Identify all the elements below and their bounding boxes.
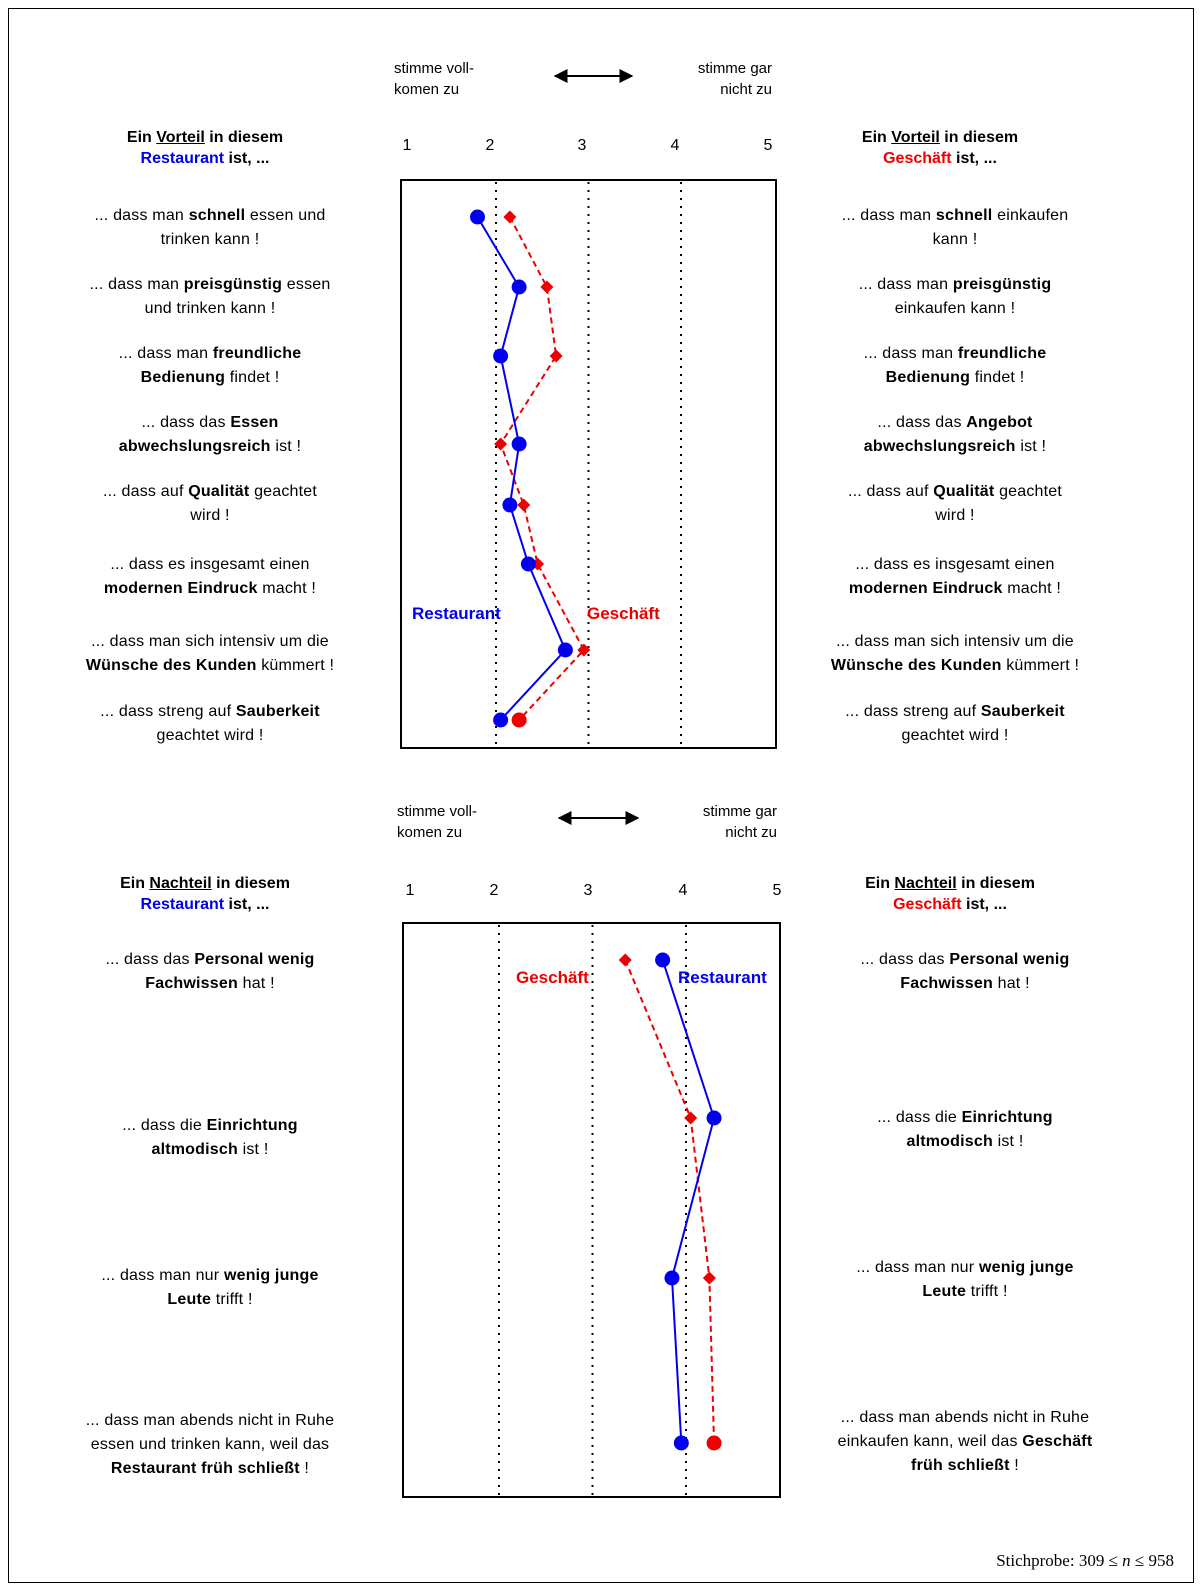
tick-label: 1	[402, 137, 412, 154]
point-geschaeft	[684, 1111, 698, 1125]
point-restaurant	[673, 1435, 689, 1451]
point-geschaeft	[577, 643, 591, 657]
point-geschaeft	[517, 498, 531, 512]
chart-panel-nachteil	[402, 922, 781, 1498]
item-label: ... dass man nur wenig junge Leute trifft…	[856, 1259, 1074, 1300]
tick-label: 4	[670, 137, 680, 154]
tick-label: 3	[583, 882, 593, 899]
series-line-restaurant	[661, 959, 716, 1444]
item-label: ... dass die Einrichtung altmodisch ist !	[877, 1109, 1053, 1150]
sample-note: Stichprobe: 309 ≤ n ≤ 958	[996, 1551, 1174, 1570]
item-label: ... dass man freundliche Bedienung findet…	[118, 345, 302, 386]
point-restaurant	[470, 209, 485, 225]
point-geschaeft	[511, 712, 527, 728]
header-bottom-left: Ein Nachteil in diesem Restaurant ist, ..…	[120, 875, 290, 913]
item-label: ... dass man preisgünstig einkaufen kann …	[858, 276, 1052, 317]
item-label: ... dass das Essen abwechslungsreich ist …	[118, 414, 302, 455]
series-label-restaurant-top: Restaurant	[412, 604, 501, 623]
point-restaurant	[520, 556, 536, 572]
scale-left-label-top: stimme voll-komen zu	[394, 60, 475, 98]
item-label: ... dass man sich intensiv um die Wünsche…	[85, 633, 335, 674]
header-keyword: Vorteil	[891, 129, 940, 146]
item-label: ... dass man sich intensiv um die Wünsche…	[830, 633, 1080, 674]
item-label: ... dass auf Qualität geachtet wird !	[847, 483, 1063, 524]
header-object: Restaurant	[140, 896, 225, 913]
header-bottom-right: Ein Nachteil in diesem Geschäft ist, ...	[865, 875, 1035, 913]
item-label: ... dass streng auf Sauberkeit geachtet w…	[100, 703, 320, 744]
item-label: ... dass man schnell essen und trinken ka…	[94, 207, 326, 248]
panel-border	[402, 922, 781, 1498]
header-object: Geschäft	[883, 150, 952, 167]
series-line-restaurant	[476, 216, 567, 721]
point-geschaeft	[706, 1435, 722, 1451]
item-label: ... dass das Personal wenig Fachwissen ha…	[105, 951, 315, 992]
series-label-geschaeft-bottom: Geschäft	[516, 968, 589, 987]
scale-right-label-top: stimme gar nicht zu	[697, 60, 772, 98]
point-geschaeft	[549, 349, 563, 363]
header-keyword: Vorteil	[156, 129, 205, 146]
point-restaurant	[655, 952, 671, 968]
point-restaurant	[493, 712, 509, 728]
point-geschaeft	[540, 280, 554, 294]
panel-border	[400, 179, 777, 749]
series-label-geschaeft-top: Geschäft	[587, 604, 660, 623]
tick-label: 3	[577, 137, 587, 154]
item-label: ... dass man schnell einkaufen kann !	[841, 207, 1069, 248]
item-label: ... dass man preisgünstig essen und trink…	[89, 276, 331, 317]
point-geschaeft	[503, 210, 517, 224]
header-keyword: Nachteil	[149, 875, 212, 892]
point-geschaeft	[494, 437, 508, 451]
tick-label: 5	[772, 882, 782, 899]
tick-label: 1	[405, 882, 415, 899]
item-label: ... dass man abends nicht in Ruhe essen u…	[85, 1412, 335, 1477]
point-restaurant	[493, 348, 509, 364]
point-restaurant	[502, 497, 518, 513]
item-label: ... dass man abends nicht in Ruhe einkauf…	[837, 1409, 1093, 1474]
item-label: ... dass das Personal wenig Fachwissen ha…	[860, 951, 1070, 992]
header-keyword: Nachteil	[894, 875, 957, 892]
point-restaurant	[706, 1110, 722, 1126]
header-top-right: Ein Vorteil in diesem Geschäft ist, ...	[861, 129, 1019, 167]
tick-label: 2	[489, 882, 499, 899]
item-label: ... dass es insgesamt einen modernen Eind…	[103, 556, 317, 597]
item-label: ... dass streng auf Sauberkeit geachtet w…	[845, 703, 1065, 744]
header-object: Geschäft	[893, 896, 962, 913]
point-restaurant	[557, 642, 573, 658]
item-label: ... dass auf Qualität geachtet wird !	[102, 483, 318, 524]
point-geschaeft	[702, 1271, 716, 1285]
point-geschaeft	[618, 953, 632, 967]
scale-right-label-bottom: stimme gar nicht zu	[702, 803, 777, 841]
series-line-geschaeft	[499, 216, 586, 721]
sample-n: n	[1122, 1551, 1131, 1570]
header-top-left: Ein Vorteil in diesem Restaurant ist, ...	[126, 129, 284, 167]
point-restaurant	[511, 436, 527, 452]
item-label: ... dass das Angebot abwechslungsreich is…	[863, 414, 1047, 455]
item-label: ... dass man nur wenig junge Leute trifft…	[101, 1267, 319, 1308]
tick-label: 4	[678, 882, 688, 899]
scale-left-label-bottom: stimme voll-komen zu	[397, 803, 478, 841]
figure-frame	[8, 8, 1194, 1583]
series-label-restaurant-bottom: Restaurant	[678, 968, 767, 987]
tick-label: 5	[763, 137, 773, 154]
header-object: Restaurant	[140, 150, 225, 167]
point-restaurant	[511, 279, 527, 295]
item-label: ... dass man freundliche Bedienung findet…	[863, 345, 1047, 386]
series-line-geschaeft	[624, 959, 716, 1444]
item-label: ... dass es insgesamt einen modernen Eind…	[848, 556, 1062, 597]
chart-panel-vorteil	[400, 179, 777, 749]
point-restaurant	[664, 1270, 680, 1286]
tick-label: 2	[485, 137, 495, 154]
item-label: ... dass die Einrichtung altmodisch ist !	[122, 1117, 298, 1158]
